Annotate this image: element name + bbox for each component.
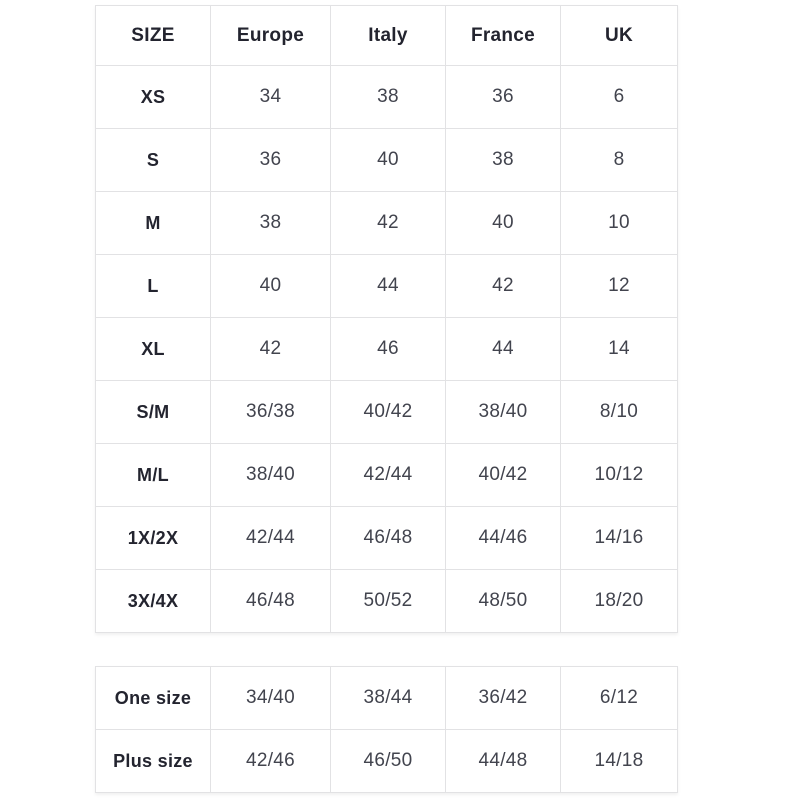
size-value-cell: 8/10 <box>560 380 678 444</box>
size-label-cell: XL <box>95 317 211 381</box>
size-conversion-chart: SIZE Europe Italy France UK XS 34 38 36 6 S 36 40 38… <box>95 5 678 793</box>
size-value-cell: 42/44 <box>330 443 446 507</box>
size-label-cell: M/L <box>95 443 211 507</box>
size-value-cell: 34 <box>210 65 331 129</box>
table-row: XL 42 46 44 14 <box>95 317 678 381</box>
size-label-cell: M <box>95 191 211 255</box>
table-row: M 38 42 40 10 <box>95 191 678 255</box>
size-label-cell: 3X/4X <box>95 569 211 633</box>
special-sizes-table: One size 34/40 38/44 36/42 6/12 Plus size 42/4… <box>95 666 678 793</box>
size-value-cell: 14 <box>560 317 678 381</box>
size-value-cell: 50/52 <box>330 569 446 633</box>
size-value-cell: 44/48 <box>445 729 561 793</box>
size-value-cell: 38 <box>210 191 331 255</box>
size-value-cell: 14/16 <box>560 506 678 570</box>
table-row: One size 34/40 38/44 36/42 6/12 <box>95 666 678 730</box>
column-header-size: SIZE <box>95 5 211 66</box>
size-value-cell: 36/38 <box>210 380 331 444</box>
size-value-cell: 8 <box>560 128 678 192</box>
size-value-cell: 10 <box>560 191 678 255</box>
size-value-cell: 38/44 <box>330 666 446 730</box>
column-header-italy: Italy <box>330 5 446 66</box>
size-value-cell: 6/12 <box>560 666 678 730</box>
column-header-france: France <box>445 5 561 66</box>
size-value-cell: 38 <box>445 128 561 192</box>
size-label-cell: S <box>95 128 211 192</box>
table-body: One size 34/40 38/44 36/42 6/12 Plus size 42/4… <box>95 666 678 793</box>
table-row: 1X/2X 42/44 46/48 44/46 14/16 <box>95 506 678 570</box>
column-header-uk: UK <box>560 5 678 66</box>
size-value-cell: 6 <box>560 65 678 129</box>
size-value-cell: 46 <box>330 317 446 381</box>
size-value-cell: 14/18 <box>560 729 678 793</box>
size-value-cell: 42/44 <box>210 506 331 570</box>
size-label-cell: 1X/2X <box>95 506 211 570</box>
size-label-cell: S/M <box>95 380 211 444</box>
table-row: S 36 40 38 8 <box>95 128 678 192</box>
size-value-cell: 46/48 <box>330 506 446 570</box>
table-row: XS 34 38 36 6 <box>95 65 678 129</box>
size-value-cell: 44 <box>330 254 446 318</box>
table-row: L 40 44 42 12 <box>95 254 678 318</box>
table-row: Plus size 42/46 46/50 44/48 14/18 <box>95 729 678 793</box>
size-value-cell: 12 <box>560 254 678 318</box>
size-value-cell: 40 <box>445 191 561 255</box>
size-value-cell: 40 <box>210 254 331 318</box>
size-value-cell: 48/50 <box>445 569 561 633</box>
table-row: M/L 38/40 42/44 40/42 10/12 <box>95 443 678 507</box>
size-value-cell: 40/42 <box>330 380 446 444</box>
size-value-cell: 44 <box>445 317 561 381</box>
size-value-cell: 42 <box>445 254 561 318</box>
size-value-cell: 34/40 <box>210 666 331 730</box>
size-value-cell: 38/40 <box>445 380 561 444</box>
table-body: XS 34 38 36 6 S 36 40 38 8 M 38 42 40 10 L 40 44 42 12 XL 42 4… <box>95 65 678 633</box>
table-header: SIZE Europe Italy France UK <box>95 5 678 66</box>
size-value-cell: 38 <box>330 65 446 129</box>
size-value-cell: 44/46 <box>445 506 561 570</box>
size-value-cell: 40/42 <box>445 443 561 507</box>
header-row: SIZE Europe Italy France UK <box>95 5 678 66</box>
size-value-cell: 38/40 <box>210 443 331 507</box>
size-value-cell: 46/48 <box>210 569 331 633</box>
column-header-europe: Europe <box>210 5 331 66</box>
size-label-cell: One size <box>95 666 211 730</box>
size-value-cell: 42 <box>210 317 331 381</box>
size-label-cell: XS <box>95 65 211 129</box>
size-value-cell: 36/42 <box>445 666 561 730</box>
size-label-cell: Plus size <box>95 729 211 793</box>
size-value-cell: 46/50 <box>330 729 446 793</box>
size-value-cell: 36 <box>210 128 331 192</box>
size-value-cell: 42 <box>330 191 446 255</box>
size-value-cell: 10/12 <box>560 443 678 507</box>
size-label-cell: L <box>95 254 211 318</box>
size-value-cell: 18/20 <box>560 569 678 633</box>
table-row: 3X/4X 46/48 50/52 48/50 18/20 <box>95 569 678 633</box>
size-conversion-table: SIZE Europe Italy France UK XS 34 38 36 6 S 36 40 38… <box>95 5 678 633</box>
size-value-cell: 36 <box>445 65 561 129</box>
size-value-cell: 42/46 <box>210 729 331 793</box>
size-value-cell: 40 <box>330 128 446 192</box>
table-row: S/M 36/38 40/42 38/40 8/10 <box>95 380 678 444</box>
